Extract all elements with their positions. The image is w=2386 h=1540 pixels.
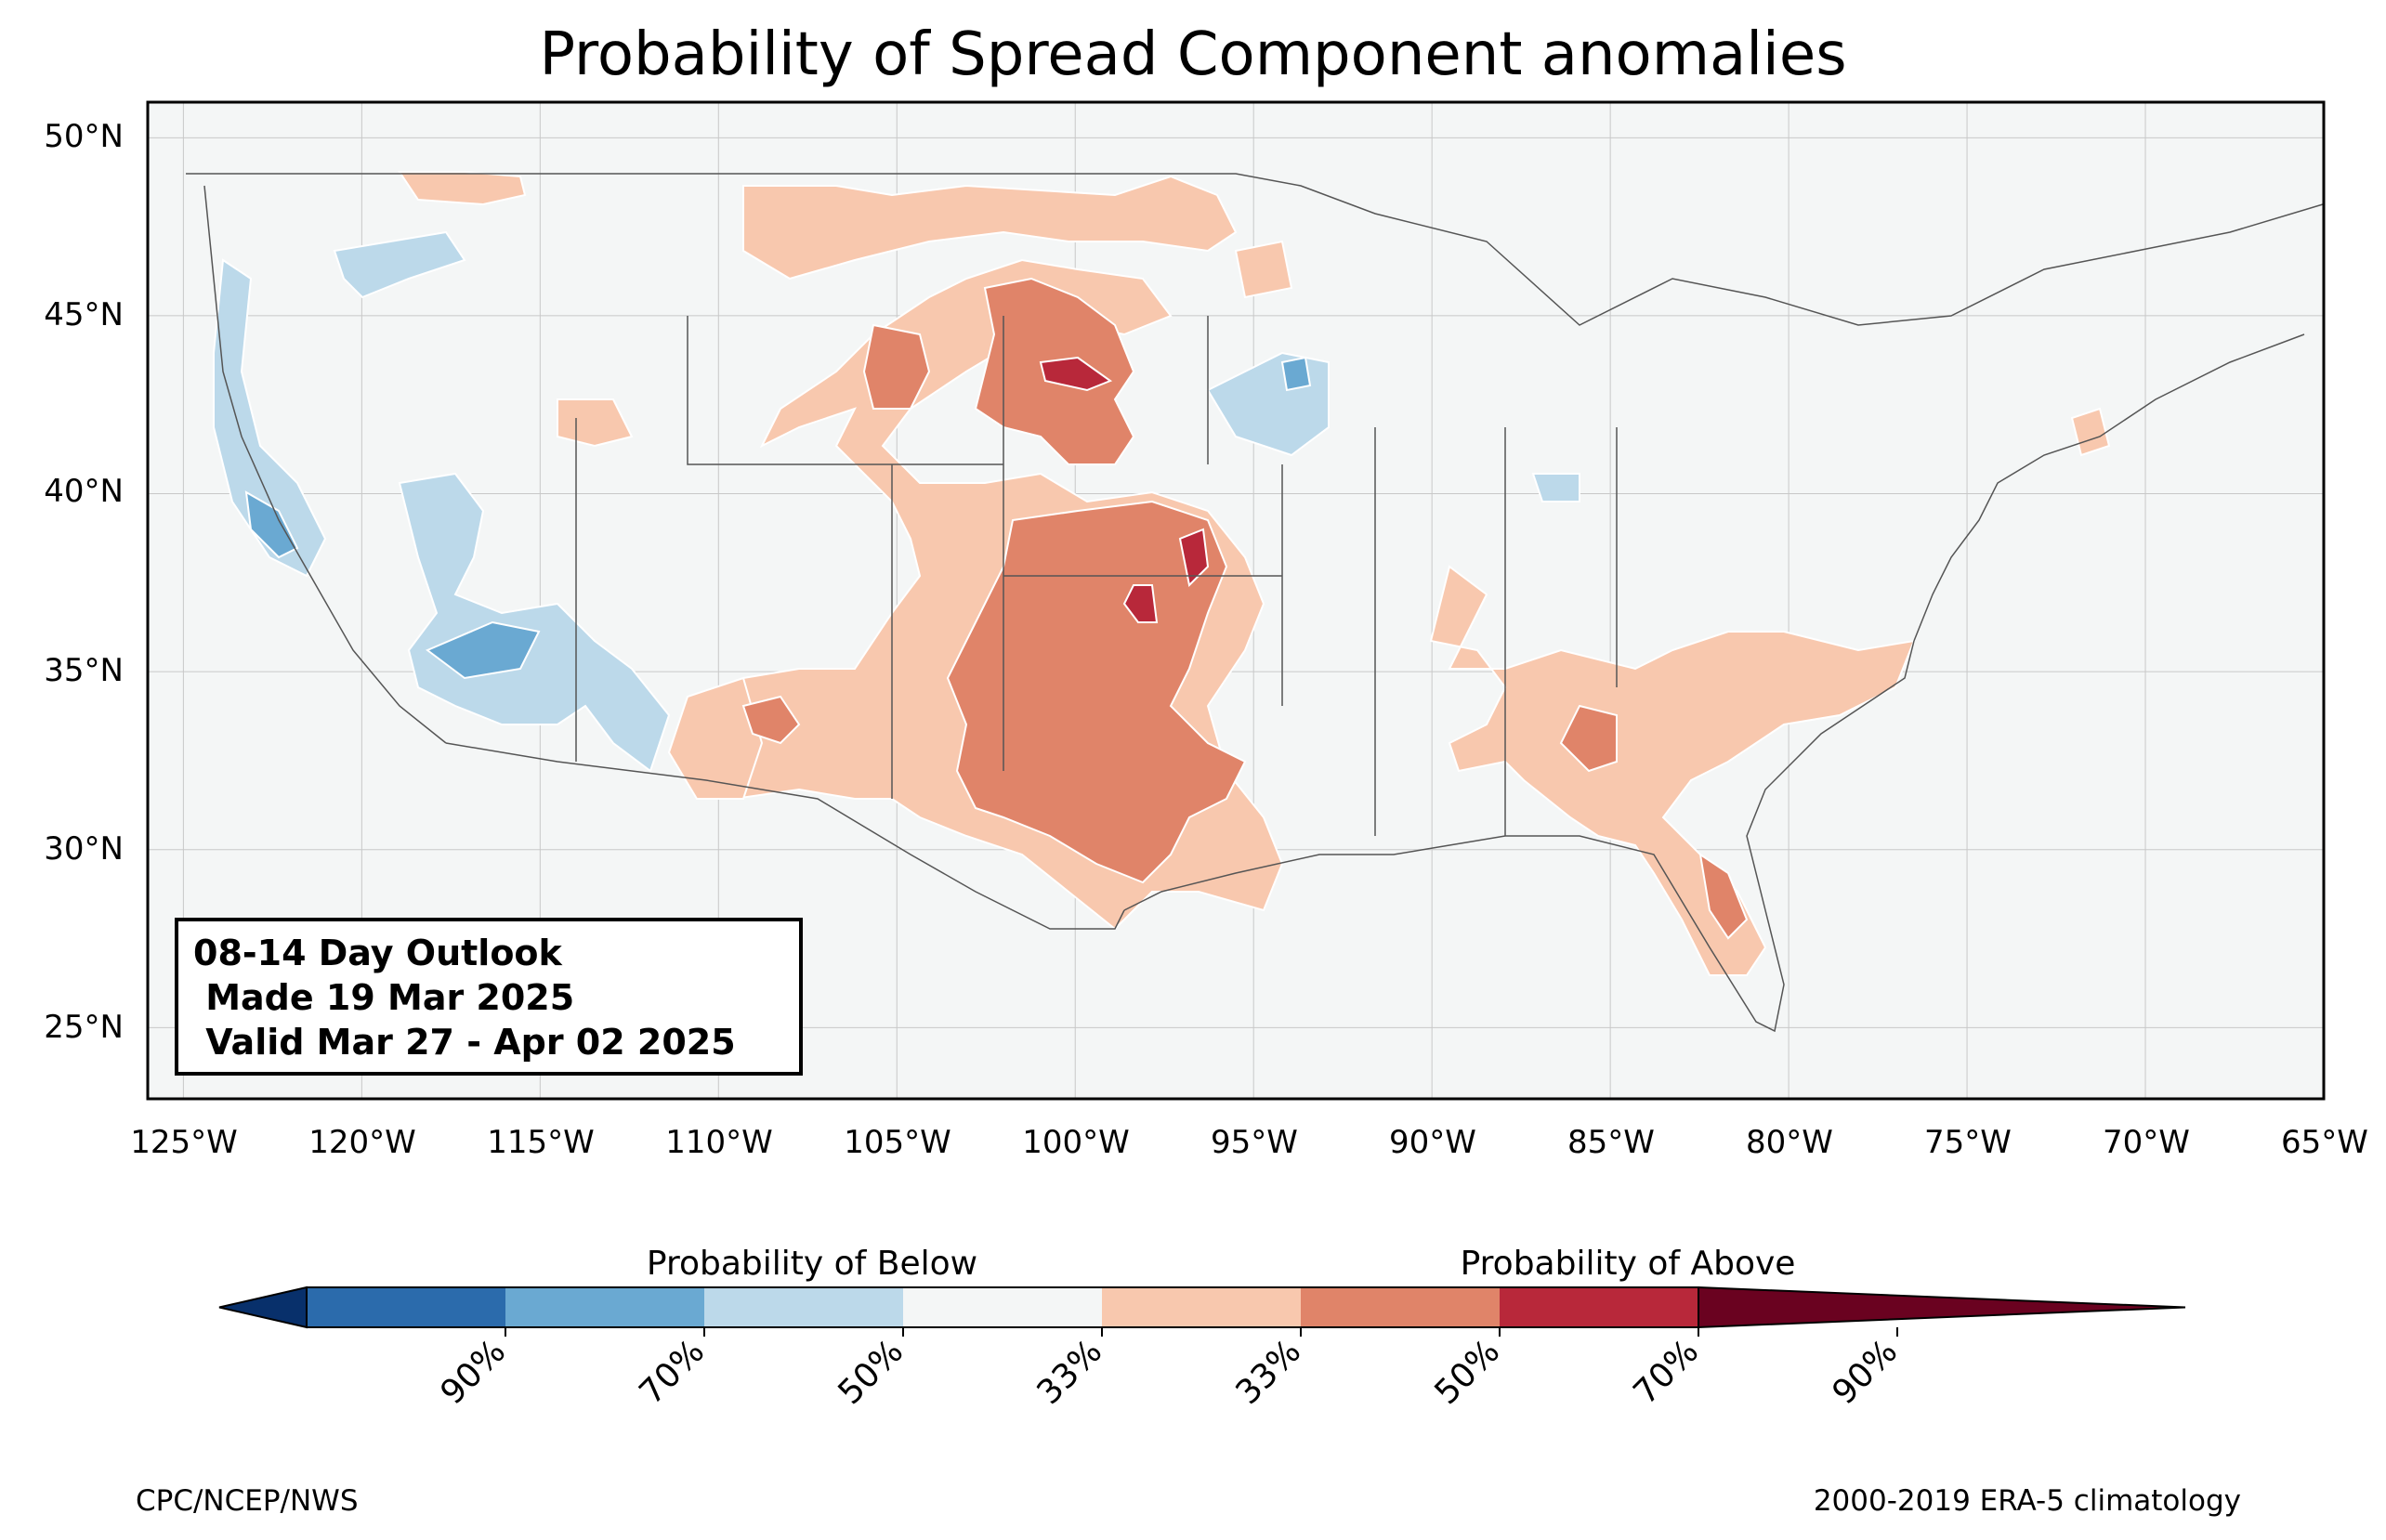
colorbar-tick-label: 90% — [434, 1333, 514, 1413]
made-date: Made 19 Mar 2025 — [193, 977, 575, 1018]
lon-tick-label: 125°W — [130, 1124, 238, 1161]
footer-source: CPC/NCEP/NWS — [136, 1484, 359, 1518]
lon-tick-label: 120°W — [308, 1124, 416, 1161]
anomaly-below-33-ca — [213, 258, 327, 578]
anomaly-above-70-ok — [1122, 584, 1159, 623]
colorbar-tick-label: 50% — [1428, 1333, 1508, 1413]
lon-tick-label: 75°W — [1924, 1124, 2012, 1161]
anomaly-below-50-ia — [1280, 356, 1312, 392]
anomaly-above-33-dakota — [1234, 240, 1293, 299]
colorbar-segment — [1301, 1287, 1500, 1327]
lat-axis: 25°N 30°N 35°N 40°N 45°N 50°N — [44, 118, 124, 1046]
lat-tick-label: 40°N — [44, 473, 124, 510]
lon-tick-label: 110°W — [665, 1124, 773, 1161]
colorbar-frame — [306, 1286, 1699, 1328]
colorbar-tick-label: 70% — [633, 1333, 713, 1413]
state-lines — [575, 316, 1618, 836]
lon-axis: 125°W 120°W 115°W 110°W 105°W 100°W 95°W… — [130, 1124, 2368, 1161]
lon-tick-label: 65°W — [2281, 1124, 2368, 1161]
footer-climatology: 2000-2019 ERA-5 climatology — [1813, 1484, 2241, 1518]
anomaly-above-33-north — [742, 175, 1238, 281]
outlook-info-box: 08-14 Day Outlook Made 19 Mar 2025 Valid… — [175, 918, 803, 1076]
anomaly-above-70-ks — [1178, 528, 1210, 588]
colorbar-extend-low — [218, 1286, 308, 1329]
east-coast — [1913, 333, 2305, 642]
lat-tick-label: 30°N — [44, 830, 124, 868]
lon-tick-label: 105°W — [844, 1124, 951, 1161]
colorbar-tick-label: 50% — [832, 1333, 911, 1413]
colorbar-extend-high — [1698, 1286, 2186, 1329]
colorbar-segment — [307, 1287, 505, 1327]
lat-tick-label: 45°N — [44, 296, 124, 333]
colorbar-segment — [1500, 1287, 1698, 1327]
anomaly-below-33-nw — [333, 230, 466, 299]
anomaly-above-33-montana — [398, 171, 527, 206]
lat-tick-label: 50°N — [44, 118, 124, 155]
map-frame — [146, 100, 2326, 1101]
anomaly-above-33-ne — [2070, 407, 2111, 457]
west-coast — [203, 185, 447, 744]
colorbar-segment — [903, 1287, 1102, 1327]
us-mexico-border — [445, 742, 1125, 930]
colorbar: Probability of Below Probability of Abov… — [218, 1245, 2186, 1413]
colorbar-label-below: Probability of Below — [647, 1245, 977, 1283]
anomaly-below-33-nv-az — [398, 472, 671, 773]
anomaly-above-50-ga — [1559, 704, 1618, 773]
lat-tick-label: 35°N — [44, 652, 124, 689]
anomaly-above-33-nm-az — [667, 676, 764, 800]
anomaly-above-50-ne — [862, 323, 931, 410]
anomaly-above-50-fl — [1698, 852, 1749, 940]
colorbar-tick-label: 33% — [1030, 1333, 1110, 1413]
colorbar-segments — [218, 1286, 2186, 1329]
anomaly-above-50-tx — [741, 695, 801, 745]
anomaly-above-50-ks — [946, 500, 1247, 884]
lon-tick-label: 90°W — [1389, 1124, 1476, 1161]
colorbar-tick-label: 70% — [1627, 1333, 1707, 1413]
gulf-coast — [1123, 640, 1915, 1033]
colorbar-tick-label: 90% — [1826, 1333, 1906, 1413]
outlook-period: 08-14 Day Outlook — [193, 933, 562, 973]
page-title: Probability of Spread Component anomalie… — [539, 20, 1847, 89]
colorbar-tick-label: 33% — [1229, 1333, 1309, 1413]
lon-tick-label: 80°W — [1746, 1124, 1833, 1161]
anomaly-below-33-oh — [1531, 473, 1580, 502]
map-boundaries — [186, 173, 2324, 1033]
colorbar-segment — [1102, 1287, 1301, 1327]
lon-tick-label: 70°W — [2103, 1124, 2190, 1161]
us-canada-border — [186, 173, 2324, 326]
valid-dates: Valid Mar 27 - Apr 02 2025 — [193, 1022, 736, 1063]
colorbar-segment — [704, 1287, 903, 1327]
lat-tick-label: 25°N — [44, 1009, 124, 1046]
anomaly-below-50-nv — [426, 620, 541, 680]
lon-tick-label: 85°W — [1567, 1124, 1655, 1161]
colorbar-segment — [505, 1287, 704, 1327]
lon-tick-label: 100°W — [1022, 1124, 1130, 1161]
colorbar-label-above: Probability of Above — [1461, 1245, 1796, 1283]
lon-tick-label: 115°W — [487, 1124, 595, 1161]
lon-tick-label: 95°W — [1211, 1124, 1298, 1161]
anomaly-above-70-sd — [1039, 356, 1113, 392]
colorbar-ticks: 90% 70% 50% 33% 33% 50% 70% 90% — [434, 1327, 1906, 1413]
anomaly-shading — [213, 171, 2111, 976]
